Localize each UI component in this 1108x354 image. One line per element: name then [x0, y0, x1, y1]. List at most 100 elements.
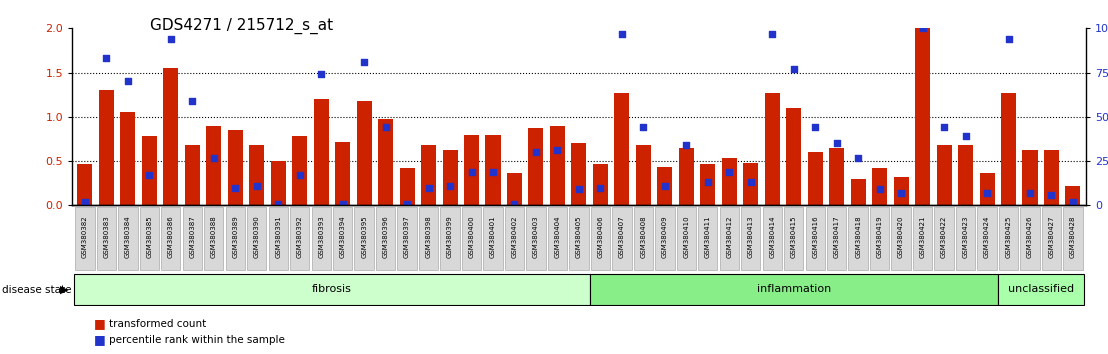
Point — [999, 36, 1017, 42]
Bar — [1023, 150, 1037, 205]
Text: GSM380389: GSM380389 — [233, 215, 238, 258]
FancyBboxPatch shape — [998, 207, 1018, 269]
Bar — [787, 108, 801, 205]
FancyBboxPatch shape — [849, 207, 868, 269]
Text: fibrosis: fibrosis — [312, 284, 352, 294]
FancyBboxPatch shape — [75, 207, 94, 269]
Text: GSM380412: GSM380412 — [726, 216, 732, 258]
FancyBboxPatch shape — [677, 207, 696, 269]
FancyBboxPatch shape — [398, 207, 417, 269]
Bar — [614, 93, 629, 205]
Point — [828, 141, 845, 146]
Text: GSM380405: GSM380405 — [576, 216, 582, 258]
Text: disease state: disease state — [2, 285, 72, 295]
Text: GSM380404: GSM380404 — [554, 216, 561, 258]
Text: GSM380415: GSM380415 — [791, 216, 797, 258]
FancyBboxPatch shape — [655, 207, 675, 269]
Text: GSM380418: GSM380418 — [855, 216, 861, 258]
Text: GSM380422: GSM380422 — [941, 216, 947, 258]
Bar — [228, 130, 243, 205]
Bar — [163, 68, 178, 205]
Point — [784, 66, 802, 72]
Bar — [293, 136, 307, 205]
FancyBboxPatch shape — [613, 207, 632, 269]
Point — [699, 179, 717, 185]
Bar — [700, 164, 716, 205]
Bar — [121, 113, 135, 205]
Point — [290, 172, 308, 178]
Bar — [958, 145, 973, 205]
Text: GSM380402: GSM380402 — [512, 216, 517, 258]
Text: GSM380427: GSM380427 — [1048, 216, 1055, 258]
FancyBboxPatch shape — [204, 207, 224, 269]
Bar — [270, 161, 286, 205]
Point — [635, 125, 653, 130]
Point — [141, 172, 158, 178]
FancyBboxPatch shape — [526, 207, 545, 269]
Text: GSM380428: GSM380428 — [1070, 216, 1076, 258]
FancyBboxPatch shape — [784, 207, 803, 269]
Text: GSM380419: GSM380419 — [876, 216, 883, 258]
Text: GSM380394: GSM380394 — [340, 216, 346, 258]
Text: GSM380413: GSM380413 — [748, 216, 753, 258]
Bar — [829, 148, 844, 205]
Bar — [979, 172, 995, 205]
Point — [570, 187, 587, 192]
FancyBboxPatch shape — [74, 274, 589, 304]
Text: GDS4271 / 215712_s_at: GDS4271 / 215712_s_at — [150, 18, 332, 34]
FancyBboxPatch shape — [934, 207, 954, 269]
FancyBboxPatch shape — [440, 207, 460, 269]
FancyBboxPatch shape — [483, 207, 503, 269]
Point — [1043, 192, 1060, 198]
Bar — [808, 152, 823, 205]
Bar — [936, 145, 952, 205]
Point — [914, 25, 932, 31]
Bar — [99, 90, 114, 205]
Point — [850, 155, 868, 160]
FancyBboxPatch shape — [140, 207, 160, 269]
Text: GSM380390: GSM380390 — [254, 215, 259, 258]
FancyBboxPatch shape — [96, 207, 116, 269]
Point — [312, 72, 330, 77]
Text: GSM380425: GSM380425 — [1006, 216, 1012, 258]
Bar — [743, 163, 758, 205]
Text: GSM380407: GSM380407 — [619, 216, 625, 258]
Text: GSM380424: GSM380424 — [984, 216, 991, 258]
Bar — [550, 126, 565, 205]
Point — [527, 149, 545, 155]
Bar — [636, 145, 650, 205]
Point — [935, 125, 953, 130]
Point — [420, 185, 438, 190]
Bar — [529, 129, 544, 205]
Bar — [357, 101, 371, 205]
Point — [892, 190, 910, 196]
Text: transformed count: transformed count — [109, 319, 206, 329]
Point — [871, 187, 889, 192]
FancyBboxPatch shape — [956, 207, 975, 269]
Point — [592, 185, 609, 190]
Point — [463, 169, 481, 175]
Text: GSM380395: GSM380395 — [361, 216, 367, 258]
Text: GSM380388: GSM380388 — [211, 215, 217, 258]
FancyBboxPatch shape — [161, 207, 181, 269]
Text: GSM380409: GSM380409 — [661, 216, 668, 258]
Point — [98, 56, 115, 61]
Text: GSM380400: GSM380400 — [469, 216, 474, 258]
Point — [441, 183, 459, 189]
FancyBboxPatch shape — [591, 207, 611, 269]
FancyBboxPatch shape — [741, 207, 760, 269]
Text: GSM380401: GSM380401 — [490, 216, 496, 258]
Text: GSM380383: GSM380383 — [103, 215, 110, 258]
Bar — [335, 142, 350, 205]
Point — [398, 201, 416, 206]
Text: ▶: ▶ — [60, 285, 69, 295]
Bar — [893, 177, 909, 205]
FancyBboxPatch shape — [806, 207, 824, 269]
Text: GSM380416: GSM380416 — [812, 216, 818, 258]
FancyBboxPatch shape — [268, 207, 288, 269]
Point — [269, 201, 287, 206]
Point — [356, 59, 373, 65]
Bar — [78, 164, 92, 205]
Bar — [485, 135, 501, 205]
FancyBboxPatch shape — [870, 207, 890, 269]
